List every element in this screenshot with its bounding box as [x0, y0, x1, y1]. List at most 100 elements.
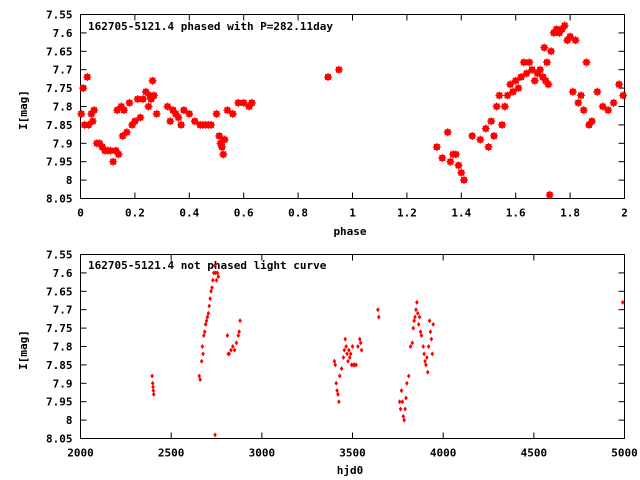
data-point	[544, 80, 553, 89]
x-axis-label: hjd0	[337, 464, 364, 477]
data-point	[574, 98, 583, 107]
x-tick-label: 0.8	[288, 207, 308, 220]
data-point	[79, 84, 88, 93]
y-tick-label: 7.95	[46, 396, 73, 409]
data-point	[338, 373, 342, 379]
data-point	[215, 270, 220, 276]
data-point	[514, 84, 523, 93]
data-point	[207, 120, 216, 129]
data-point	[410, 340, 415, 346]
data-point	[492, 102, 501, 111]
x-tick-label: 0.6	[234, 207, 254, 220]
data-point	[337, 399, 341, 405]
x-tick-label: 1.2	[397, 207, 417, 220]
data-point	[419, 332, 424, 338]
data-point	[406, 373, 411, 379]
y-tick-label: 7.9	[53, 377, 73, 390]
data-point	[219, 150, 228, 159]
data-point	[223, 106, 232, 115]
data-point	[413, 314, 417, 320]
data-point	[152, 109, 161, 118]
data-point	[402, 417, 406, 423]
data-point	[120, 106, 129, 115]
data-point	[352, 362, 357, 368]
x-tick-label: 4000	[430, 447, 457, 460]
data-point	[148, 76, 157, 85]
data-point	[333, 362, 338, 368]
y-tick-label: 7.75	[46, 322, 73, 335]
y-tick-label: 7.85	[46, 119, 73, 132]
data-point	[239, 98, 248, 107]
data-point	[620, 299, 625, 305]
y-axis-label: I[mag]	[17, 330, 30, 370]
data-point	[517, 73, 526, 82]
data-point	[144, 102, 153, 111]
y-tick-label: 7.9	[53, 137, 73, 150]
data-point	[354, 362, 358, 368]
data-point	[84, 120, 93, 129]
y-axis-ticks: 7.55 7.6 7.65 7.7 7.75 7.8 7.85 7.9 7.95 8 8.05	[46, 9, 625, 206]
data-point	[428, 329, 433, 335]
data-point	[202, 329, 207, 335]
plot-title: 162705-5121.4 not phased light curve	[88, 259, 327, 272]
data-point	[220, 135, 229, 144]
data-points	[77, 21, 628, 199]
data-point	[598, 102, 607, 111]
data-point	[231, 344, 235, 349]
phased-light-curve-panel: 162705-5121.4 phased with P=282.11day 7.…	[17, 9, 628, 239]
data-point	[506, 80, 515, 89]
data-point	[212, 263, 217, 269]
data-point	[190, 117, 199, 126]
data-point	[560, 21, 569, 30]
data-point	[141, 87, 150, 96]
y-tick-label: 8	[66, 174, 73, 187]
data-point	[216, 274, 221, 280]
data-point	[247, 98, 256, 107]
data-point	[130, 117, 139, 126]
data-point	[211, 277, 215, 283]
y-tick-label: 8	[66, 414, 73, 427]
y-axis-label: I[mag]	[17, 90, 30, 130]
data-point	[113, 106, 122, 115]
x-tick-label: 3500	[339, 447, 366, 460]
data-point	[446, 157, 455, 166]
data-point	[427, 318, 432, 324]
data-point	[376, 307, 380, 313]
data-point	[468, 131, 477, 140]
data-point	[411, 325, 416, 331]
data-point	[593, 87, 602, 96]
data-point	[334, 65, 343, 74]
data-point	[484, 142, 493, 151]
data-point	[359, 347, 364, 353]
data-point	[237, 329, 241, 335]
data-point	[345, 351, 349, 357]
data-point	[136, 113, 145, 122]
data-point	[151, 384, 155, 390]
x-tick-label: 2	[621, 207, 628, 220]
plot-title: 162705-5121.4 phased with P=282.11day	[88, 20, 333, 33]
data-point	[150, 380, 155, 386]
data-point	[400, 399, 405, 405]
data-point	[528, 65, 537, 74]
y-tick-label: 7.85	[46, 359, 73, 372]
data-point	[343, 336, 348, 342]
data-point	[582, 58, 591, 67]
data-point	[174, 113, 183, 122]
x-tick-label: 3000	[249, 447, 276, 460]
data-point	[198, 377, 202, 383]
data-point	[489, 131, 498, 140]
y-tick-label: 7.65	[46, 45, 73, 58]
plot-frame	[80, 14, 625, 199]
data-point	[398, 406, 403, 412]
data-point	[540, 43, 549, 52]
data-point	[214, 277, 219, 283]
data-point	[619, 91, 628, 100]
data-point	[454, 161, 463, 170]
data-point	[201, 351, 205, 357]
unphased-light-curve-panel: 162705-5121.4 not phased light curve 7.5…	[17, 249, 638, 478]
data-point	[451, 150, 460, 159]
data-point	[415, 299, 419, 305]
data-point	[495, 91, 504, 100]
data-point	[125, 98, 134, 107]
